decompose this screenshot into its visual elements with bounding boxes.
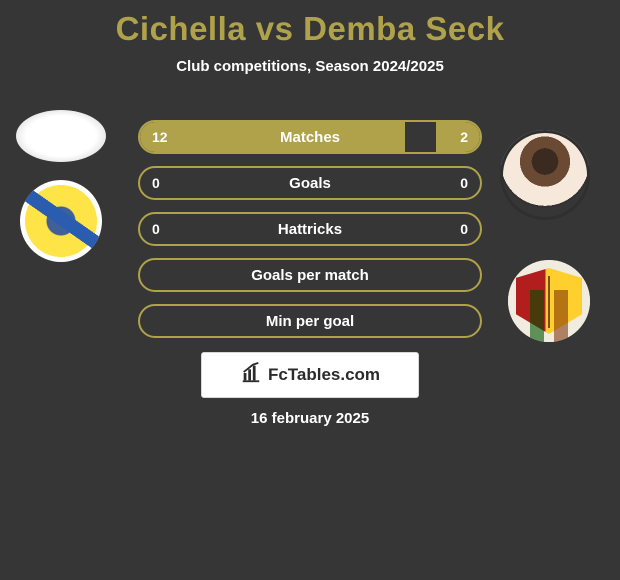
stat-value-right (456, 260, 480, 290)
stat-value-right: 0 (448, 214, 480, 244)
site-label: FcTables.com (268, 365, 380, 385)
stat-value-left (140, 306, 164, 336)
stat-row: 12 Matches 2 (138, 120, 482, 154)
stat-value-left: 0 (140, 168, 172, 198)
stat-value-right: 0 (448, 168, 480, 198)
stat-value-left: 0 (140, 214, 172, 244)
page-title: Cichella vs Demba Seck (0, 0, 620, 48)
stat-row: Min per goal (138, 304, 482, 338)
club-right-badge (508, 260, 590, 342)
stat-value-left: 12 (140, 122, 180, 152)
player-left-avatar (16, 110, 106, 162)
stat-label: Goals (289, 175, 331, 192)
stat-fill-left (140, 122, 405, 152)
stat-value-right: 2 (448, 122, 480, 152)
stat-label: Matches (280, 129, 340, 146)
stat-row: 0 Hattricks 0 (138, 212, 482, 246)
stat-label: Hattricks (278, 221, 342, 238)
stat-label: Goals per match (251, 267, 369, 284)
bar-chart-icon (240, 362, 262, 389)
date-line: 16 february 2025 (0, 410, 620, 427)
subtitle: Club competitions, Season 2024/2025 (0, 58, 620, 75)
stat-row: 0 Goals 0 (138, 166, 482, 200)
site-badge: FcTables.com (201, 352, 419, 398)
player-right-avatar (500, 130, 590, 220)
stat-value-left (140, 260, 164, 290)
stat-value-right (456, 306, 480, 336)
stat-row: Goals per match (138, 258, 482, 292)
stats-container: 12 Matches 2 0 Goals 0 0 Hattricks 0 Goa… (138, 120, 482, 338)
stat-label: Min per goal (266, 313, 354, 330)
club-left-badge (20, 180, 102, 262)
